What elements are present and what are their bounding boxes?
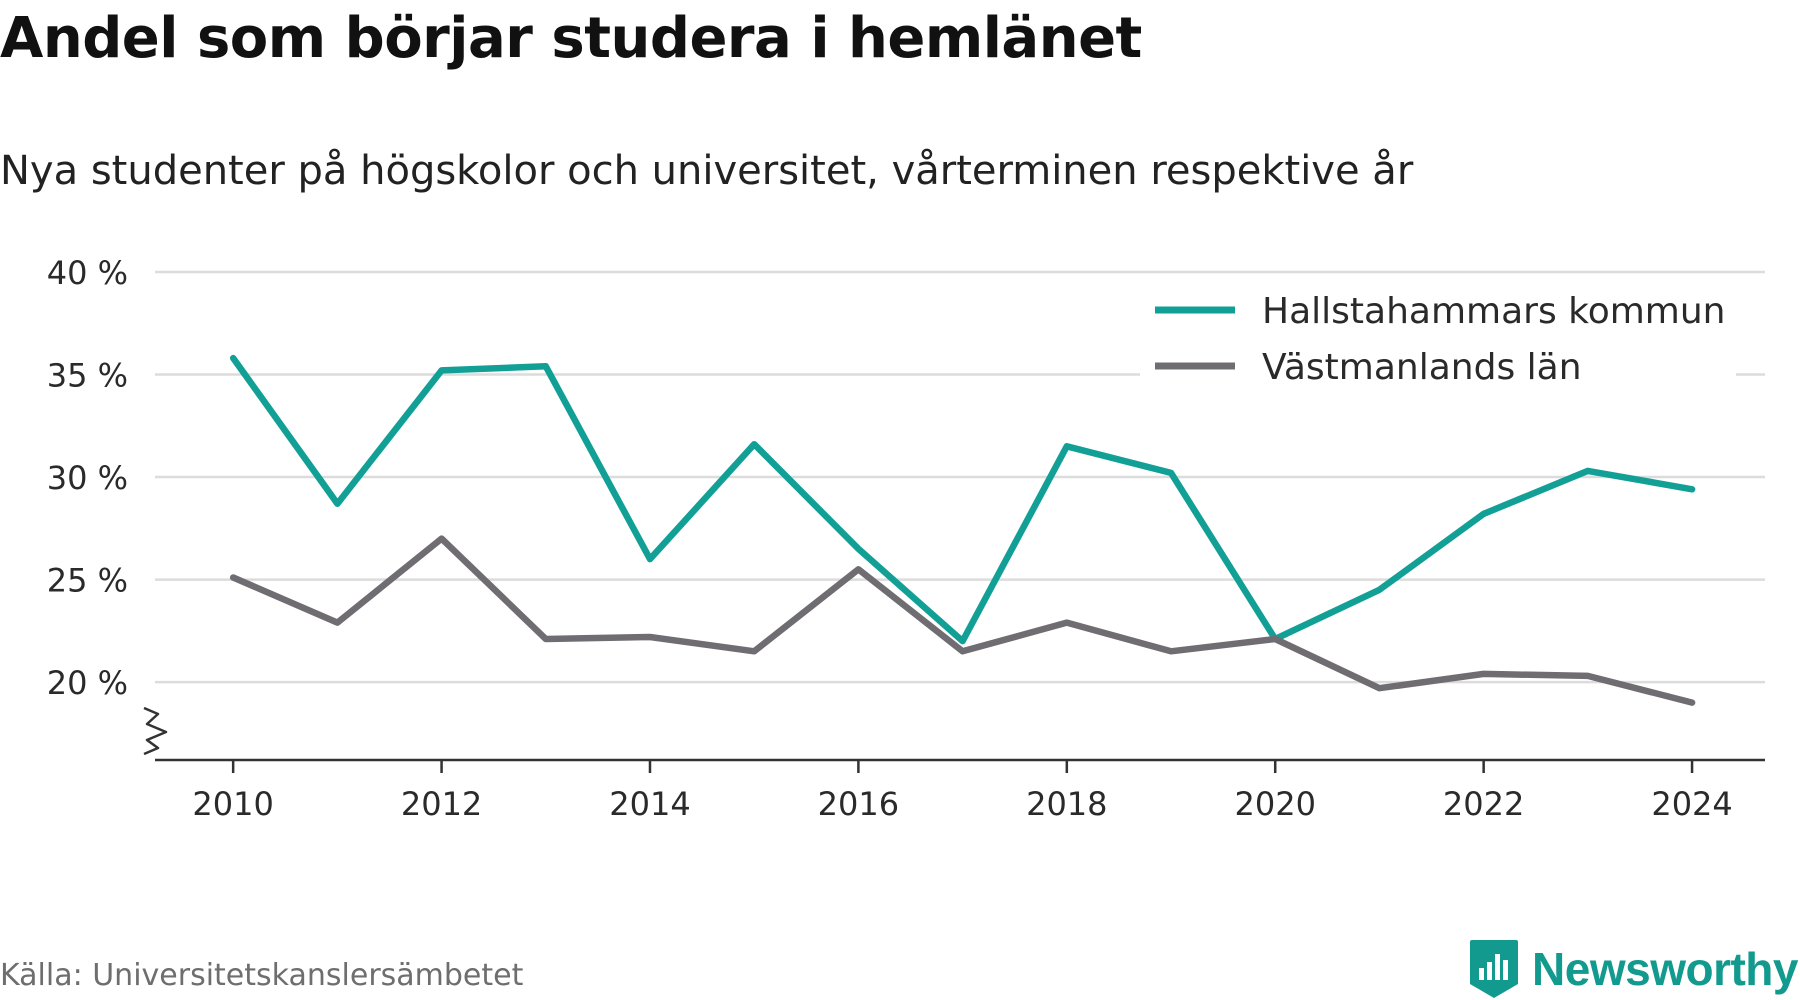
y-axis-ticks: 20 % 25 % 30 % 35 % 40 % bbox=[47, 254, 128, 702]
x-axis bbox=[143, 706, 1765, 762]
y-tick-label: 30 % bbox=[47, 459, 128, 497]
newsworthy-logo-icon bbox=[1470, 940, 1519, 998]
chart-subtitle: Nya studenter på högskolor och universit… bbox=[0, 148, 1414, 194]
x-tick-label: 2018 bbox=[1026, 785, 1107, 823]
source-note: Källa: Universitetskanslersämbetet bbox=[0, 958, 524, 993]
axis-break-icon bbox=[143, 706, 168, 756]
x-tick-label: 2020 bbox=[1235, 785, 1316, 823]
legend: Hallstahammars kommun Västmanlands län bbox=[1140, 282, 1736, 388]
x-tick-label: 2010 bbox=[192, 785, 273, 823]
y-tick-label: 40 % bbox=[47, 254, 128, 292]
legend-background bbox=[1140, 282, 1736, 380]
x-tick-label: 2016 bbox=[818, 785, 899, 823]
series-line-1 bbox=[229, 535, 1696, 706]
y-tick-label: 20 % bbox=[47, 664, 128, 702]
x-tick-label: 2014 bbox=[609, 785, 690, 823]
y-tick-label: 25 % bbox=[47, 562, 128, 600]
line-chart: 20 %25 %30 %35 %40 % 2010 2012 2014 2016 201… bbox=[47, 254, 1765, 823]
chart-title: Andel som börjar studera i hemlänet bbox=[0, 6, 1142, 71]
y-tick-label: 35 % bbox=[47, 357, 128, 395]
series-lines bbox=[229, 354, 1696, 706]
x-tick-label: 2024 bbox=[1651, 785, 1732, 823]
brand-logo: Newsworthy bbox=[1468, 938, 1798, 1000]
series-line-0 bbox=[229, 354, 1696, 645]
legend-label-1: Västmanlands län bbox=[1262, 347, 1582, 388]
x-tick-label: 2022 bbox=[1443, 785, 1524, 823]
brand-name: Newsworthy bbox=[1532, 943, 1798, 995]
legend-label-0: Hallstahammars kommun bbox=[1262, 291, 1726, 332]
x-axis-ticks: 2010 2012 2014 2016 2018 2020 2022 2024 bbox=[192, 760, 1733, 823]
x-tick-label: 2012 bbox=[401, 785, 482, 823]
